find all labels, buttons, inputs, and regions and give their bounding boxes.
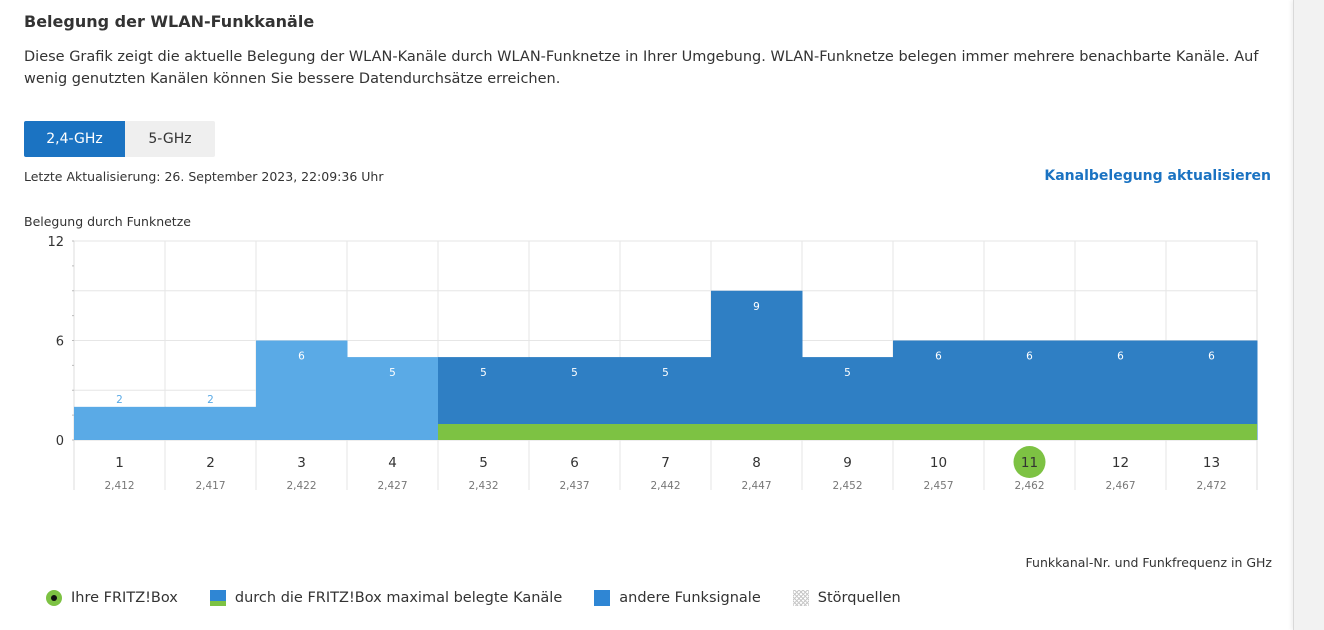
x-axis-caption: Funkkanal-Nr. und Funkfrequenz in GHz bbox=[1025, 555, 1272, 570]
x-frequency-label: 2,432 bbox=[468, 480, 498, 492]
legend-label-other-signals: andere Funksignale bbox=[619, 590, 761, 606]
legend-label-interference: Störquellen bbox=[817, 590, 901, 606]
x-frequency-label: 2,427 bbox=[377, 480, 407, 492]
bar-channel-12 bbox=[1075, 340, 1167, 440]
channel-usage-chart: 2 2 6 5 5 5 5 9 5 6 6 6 6 0 6 12 1 2,412 2 2,417 3 2,422 4 2,4… bbox=[47, 235, 1258, 492]
scrollbar-region bbox=[1293, 0, 1324, 630]
x-tick-label: 5 bbox=[479, 455, 488, 471]
x-tick-label: 7 bbox=[661, 455, 670, 471]
y-tick-label: 0 bbox=[56, 434, 64, 449]
legend-label-max-used: durch die FRITZ!Box maximal belegte Kanä… bbox=[234, 590, 563, 606]
fritzbox-channel-band bbox=[438, 424, 1257, 440]
bar-value-label: 6 bbox=[935, 351, 942, 363]
band-tabs: 2,4-GHz 5-GHz bbox=[24, 121, 215, 157]
bar-value-label: 5 bbox=[389, 367, 396, 379]
legend-item-interference: Störquellen bbox=[792, 590, 901, 606]
x-tick-label: 6 bbox=[570, 455, 579, 471]
refresh-channel-usage-link[interactable]: Kanalbelegung aktualisieren bbox=[1044, 168, 1271, 184]
fritzbox-channel-marker bbox=[1013, 446, 1046, 478]
last-update-text: Letzte Aktualisierung: 26. September 202… bbox=[24, 169, 384, 184]
x-frequency-label: 2,417 bbox=[195, 480, 225, 492]
x-frequency-label: 2,462 bbox=[1014, 480, 1044, 492]
chart-overlay bbox=[438, 424, 1257, 440]
x-frequency-label: 2,467 bbox=[1105, 480, 1135, 492]
x-tick-label: 13 bbox=[1203, 455, 1220, 471]
legend-label-fritzbox: Ihre FRITZ!Box bbox=[71, 590, 178, 606]
x-frequency-label: 2,447 bbox=[741, 480, 771, 492]
x-frequency-label: 2,422 bbox=[286, 480, 316, 492]
x-tick-label: 2 bbox=[206, 455, 215, 471]
x-frequency-label: 2,437 bbox=[559, 480, 589, 492]
fritzbox-dot-icon bbox=[46, 590, 62, 606]
chart-axis: 0 6 12 1 2,412 2 2,417 3 2,422 4 2,427 5 2,432 6 2,437… bbox=[47, 235, 1226, 492]
x-tick-label: 12 bbox=[1112, 455, 1129, 471]
legend-item-other-signals: andere Funksignale bbox=[594, 590, 761, 606]
x-tick-label: 9 bbox=[843, 455, 852, 471]
bar-channel-13 bbox=[1166, 340, 1258, 440]
bar-value-label: 9 bbox=[753, 301, 760, 313]
y-tick-label: 12 bbox=[47, 235, 64, 250]
tab-2-4-ghz[interactable]: 2,4-GHz bbox=[24, 121, 125, 157]
bar-value-label: 5 bbox=[571, 367, 578, 379]
x-tick-label: 3 bbox=[297, 455, 306, 471]
other-signals-swatch bbox=[594, 590, 611, 606]
x-tick-label: 11 bbox=[1021, 455, 1038, 471]
bar-value-label: 6 bbox=[298, 351, 305, 363]
bar-value-label: 2 bbox=[116, 394, 123, 406]
x-tick-label: 4 bbox=[388, 455, 397, 471]
page-title: Belegung der WLAN-Funkkanäle bbox=[24, 12, 315, 31]
bar-value-label: 6 bbox=[1117, 351, 1124, 363]
x-tick-label: 10 bbox=[930, 455, 947, 471]
x-frequency-label: 2,452 bbox=[832, 480, 862, 492]
x-frequency-label: 2,412 bbox=[104, 480, 134, 492]
legend-item-fritzbox: Ihre FRITZ!Box bbox=[46, 590, 178, 606]
x-frequency-label: 2,472 bbox=[1196, 480, 1226, 492]
bar-value-label: 5 bbox=[844, 367, 851, 379]
page-description: Diese Grafik zeigt die aktuelle Belegung… bbox=[24, 49, 1259, 87]
chart-legend: Ihre FRITZ!Box durch die FRITZ!Box maxim… bbox=[46, 590, 933, 606]
x-frequency-label: 2,442 bbox=[650, 480, 680, 492]
tab-5-ghz[interactable]: 5-GHz bbox=[125, 121, 215, 157]
bar-value-label: 6 bbox=[1208, 351, 1215, 363]
x-tick-label: 1 bbox=[115, 455, 124, 471]
y-tick-label: 6 bbox=[56, 335, 64, 350]
x-frequency-label: 2,457 bbox=[923, 480, 953, 492]
bar-value-label: 5 bbox=[480, 367, 487, 379]
bar-channel-1 bbox=[74, 406, 166, 440]
bar-value-label: 2 bbox=[207, 394, 214, 406]
bar-channel-11 bbox=[984, 340, 1076, 440]
x-tick-label: 8 bbox=[752, 455, 761, 471]
bar-channel-10 bbox=[893, 340, 985, 440]
bar-value-label: 6 bbox=[1026, 351, 1033, 363]
y-axis-label: Belegung durch Funknetze bbox=[24, 214, 191, 229]
interference-swatch bbox=[792, 590, 809, 606]
max-used-channels-swatch bbox=[209, 590, 226, 606]
bar-channel-4 bbox=[347, 357, 439, 440]
bar-channel-3 bbox=[256, 340, 348, 440]
bar-channel-8 bbox=[711, 290, 803, 440]
legend-item-max-used: durch die FRITZ!Box maximal belegte Kanä… bbox=[209, 590, 563, 606]
bar-channel-2 bbox=[165, 406, 257, 440]
bar-value-label: 5 bbox=[662, 367, 669, 379]
